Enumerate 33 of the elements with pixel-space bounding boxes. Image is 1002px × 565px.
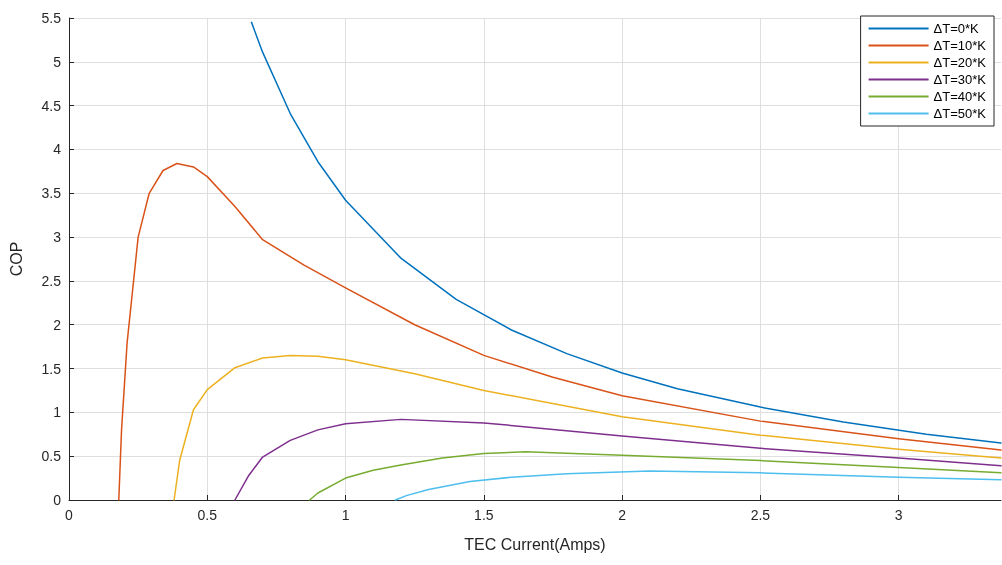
line-series <box>118 162 1002 501</box>
x-tick-label: 2 <box>618 507 627 523</box>
line-series <box>394 470 1002 501</box>
y-tick-label: 2 <box>53 316 62 333</box>
line-series <box>250 21 1002 444</box>
y-tick-label: 4.5 <box>41 97 62 114</box>
x-tick-label: 1 <box>341 507 350 523</box>
y-tick-label: 0.5 <box>41 448 62 465</box>
legend-label: ΔT=20*K <box>933 55 987 70</box>
y-tick-label: 1 <box>53 404 62 421</box>
legend-label: ΔT=30*K <box>933 72 987 87</box>
y-tick-label: 3.5 <box>41 185 62 202</box>
y-axis-title: COP <box>7 241 25 277</box>
legend-label: ΔT=0*K <box>933 21 980 36</box>
y-tick-label: 2.5 <box>41 272 62 289</box>
x-tick-label: 0 <box>65 507 74 523</box>
legend-label: ΔT=10*K <box>933 38 987 53</box>
y-tick-label: 3 <box>53 229 62 246</box>
x-tick-label: 2.5 <box>750 507 771 523</box>
y-tick-label: 5.5 <box>41 10 62 26</box>
x-tick-label: 0.5 <box>197 507 218 523</box>
legend-label: ΔT=50*K <box>933 106 987 121</box>
y-tick-label: 1.5 <box>41 360 62 377</box>
y-tick-label: 5 <box>53 53 62 70</box>
line-series <box>173 354 1002 501</box>
y-tick-label: 4 <box>53 141 62 158</box>
x-tick-label: 3 <box>894 507 903 523</box>
x-tick-label: 1.5 <box>474 507 494 523</box>
y-tick-label: 0 <box>53 492 62 508</box>
line-series <box>308 451 1002 501</box>
legend-label: ΔT=40*K <box>933 89 987 104</box>
line-series <box>234 418 1002 501</box>
x-axis-title: TEC Current(Amps) <box>464 535 606 553</box>
